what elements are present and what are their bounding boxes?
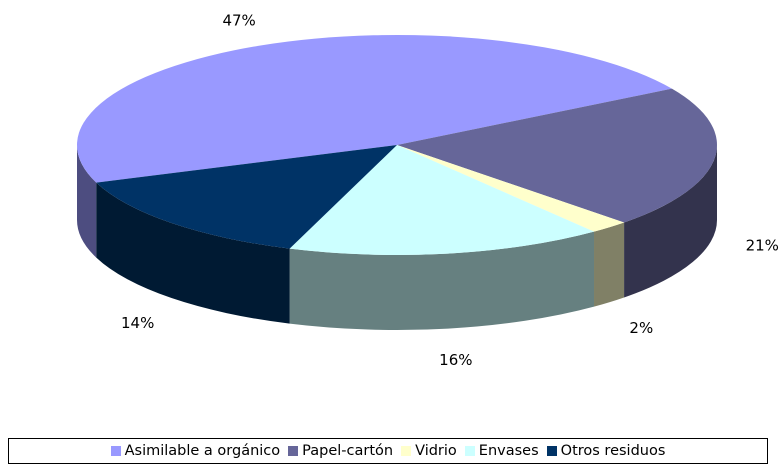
legend-label: Vidrio	[415, 443, 457, 459]
slice-side	[624, 145, 717, 298]
side-walls	[77, 145, 717, 330]
legend-swatch	[401, 446, 412, 456]
slice-side	[96, 182, 290, 324]
legend-swatch	[110, 446, 121, 456]
legend-label: Papel-cartón	[302, 443, 394, 459]
slice	[76, 34, 672, 183]
slice-side	[289, 231, 595, 330]
slice	[289, 145, 595, 255]
legend-item: Papel-cartón	[288, 443, 393, 459]
legend-swatch	[464, 446, 475, 456]
legend-item: Otros residuos	[546, 443, 666, 459]
legend-swatch	[546, 446, 557, 456]
data-label: 2%	[629, 319, 653, 337]
data-label: 14%	[121, 314, 154, 332]
slice	[96, 145, 397, 249]
slice	[397, 145, 625, 232]
legend-swatch	[288, 446, 299, 456]
chart: 47% 21% 2% 16% 14%	[76, 11, 779, 369]
slice-side	[594, 222, 625, 307]
slice	[397, 88, 718, 223]
data-label: 16%	[439, 351, 472, 369]
legend-item: Vidrio	[401, 443, 457, 459]
legend: Asimilable a orgánico Papel-cartón Vidrio E…	[8, 438, 768, 464]
legend-item: Envases	[464, 443, 539, 459]
slice-side	[77, 145, 97, 258]
legend-item: Asimilable a orgánico	[110, 443, 281, 459]
data-label: 21%	[746, 237, 779, 255]
data-label: 47%	[222, 11, 255, 29]
legend-label: Envases	[478, 443, 539, 459]
legend-label: Otros residuos	[560, 443, 666, 459]
legend-label: Asimilable a orgánico	[124, 443, 281, 459]
